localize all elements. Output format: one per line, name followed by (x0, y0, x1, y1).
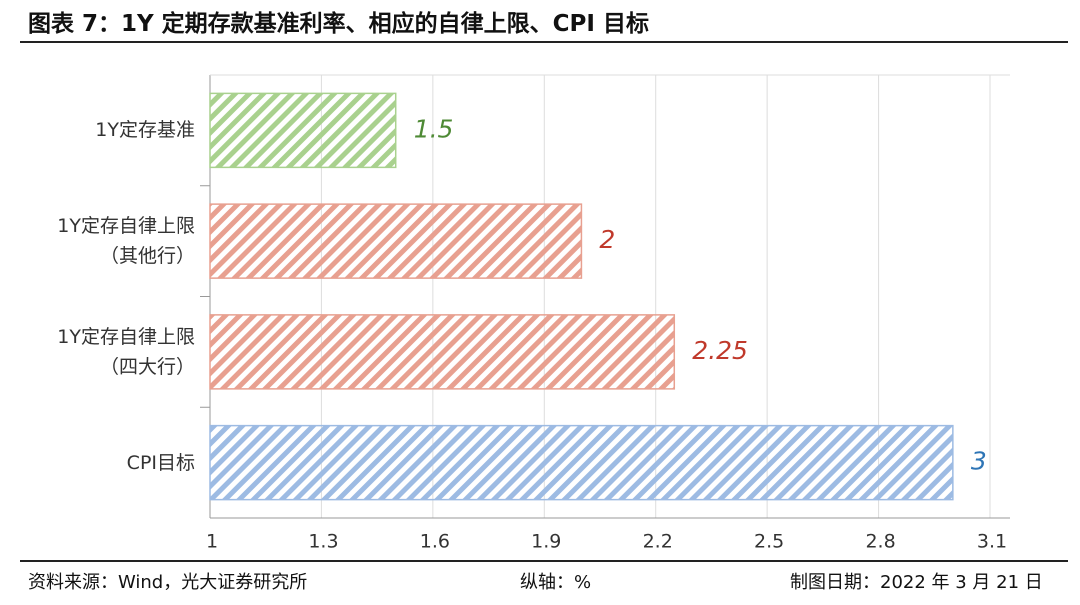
value-label: 2 (599, 225, 615, 254)
y-tick-label: 1Y定存基准 (95, 119, 195, 142)
bar (209, 203, 583, 279)
date: 制图日期：2022 年 3 月 21 日 (790, 572, 1043, 593)
x-tick-label: 1.3 (308, 531, 338, 553)
bar (209, 314, 676, 390)
value-label: 2.25 (692, 336, 748, 365)
y-tick-label: 1Y定存自律上限 （其他行） (57, 215, 195, 268)
x-tick-label: 2.5 (754, 531, 784, 553)
x-tick-label: 1.6 (420, 531, 450, 553)
x-tick-label: 2.2 (643, 531, 673, 553)
x-tick-label: 1.9 (531, 531, 561, 553)
x-tick-label: 2.8 (865, 531, 895, 553)
bar (209, 92, 397, 169)
y-tick-label: CPI目标 (126, 451, 195, 474)
x-tick-label: 1 (206, 531, 218, 553)
chart-title: 图表 7：1Y 定期存款基准利率、相应的自律上限、CPI 目标 (28, 11, 649, 37)
value-label: 1.5 (414, 114, 454, 143)
axis-note: 纵轴：% (520, 572, 592, 593)
bar (209, 424, 954, 501)
value-label: 3 (971, 447, 987, 476)
x-tick-label: 3.1 (977, 531, 1007, 553)
y-tick-label: 1Y定存自律上限 （四大行） (57, 325, 195, 378)
source: 资料来源：Wind，光大证券研究所 (28, 572, 308, 593)
